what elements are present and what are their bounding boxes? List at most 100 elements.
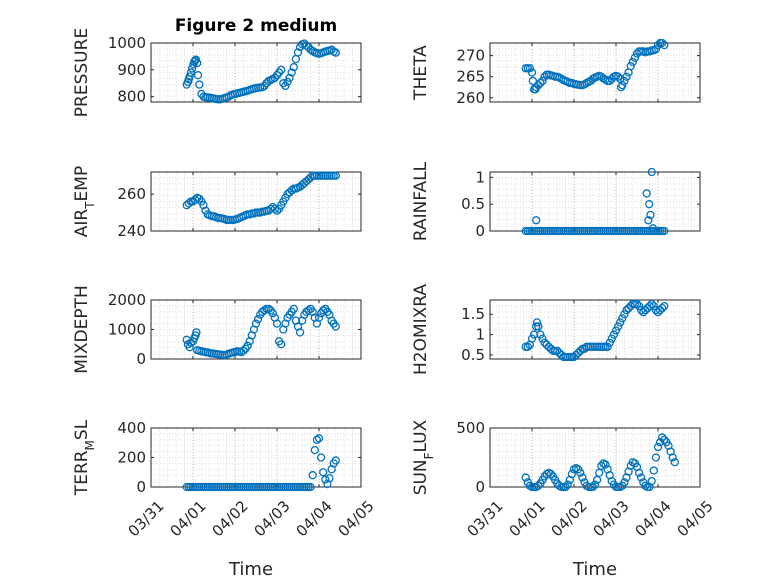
data-point — [576, 468, 585, 477]
y-axis-label: H2OMIXRA — [411, 284, 431, 375]
data-point — [295, 328, 305, 337]
y-tick-label: 0.5 — [461, 346, 485, 364]
y-tick-label: 0 — [475, 478, 485, 496]
data-point — [613, 322, 623, 331]
data-point — [287, 68, 296, 77]
data-point — [660, 435, 669, 444]
data-point — [306, 45, 315, 54]
y-axis-label-part: H2OMIXRA — [411, 284, 431, 375]
y-tick-label: 0 — [136, 350, 146, 368]
data-point — [655, 438, 665, 447]
data-point — [251, 319, 261, 328]
y-tick-label: 1000 — [108, 321, 146, 339]
data-point — [634, 468, 644, 477]
data-point — [538, 76, 547, 86]
y-axis-label-part: THETA — [411, 45, 431, 101]
subplot-2: 260 265 270 THETA — [411, 38, 701, 107]
data-point — [331, 171, 340, 180]
data-point — [620, 310, 629, 319]
data-point — [603, 342, 612, 351]
y-tick-label: 240 — [117, 222, 146, 240]
data-point — [595, 468, 604, 477]
data-point — [321, 475, 330, 484]
data-point — [253, 315, 263, 324]
y-tick-label: 800 — [117, 88, 146, 106]
data-point — [592, 475, 602, 485]
data-point — [637, 473, 646, 482]
data-point — [538, 334, 547, 343]
y-tick-label: 265 — [456, 68, 485, 86]
y-tick-label: 260 — [117, 185, 146, 203]
y-tick-label: 1 — [475, 168, 485, 186]
data-point — [308, 471, 317, 480]
data-point — [588, 482, 598, 492]
data-point — [281, 81, 290, 91]
y-tick-label: 0 — [136, 478, 146, 496]
y-tick-label: 1000 — [108, 34, 146, 52]
y-tick-label: 400 — [117, 419, 146, 437]
data-point — [618, 80, 627, 90]
data-point — [632, 299, 642, 309]
y-tick-label: 500 — [456, 419, 485, 437]
data-point — [185, 72, 194, 81]
data-point — [668, 453, 677, 462]
data-point — [270, 204, 280, 214]
data-point — [546, 469, 556, 479]
subplot-5: 0 1000 2000 MIXDEPTH — [72, 285, 362, 374]
data-point — [590, 480, 600, 489]
y-axis-label-part: RAINFALL — [411, 161, 431, 241]
data-point — [605, 338, 614, 347]
axes-box — [150, 171, 362, 232]
data-point — [561, 482, 570, 492]
y-tick-label: 0 — [475, 222, 485, 240]
data-point — [605, 76, 614, 86]
data-point — [264, 304, 273, 314]
y-axis-label-subscript: F — [422, 452, 436, 459]
y-tick-label: 1 — [475, 326, 485, 344]
axes-box — [489, 427, 701, 488]
data-point — [618, 314, 627, 323]
data-point — [289, 304, 298, 314]
y-tick-label: 2000 — [108, 291, 146, 309]
data-point — [536, 78, 545, 88]
data-point — [647, 167, 656, 177]
data-point — [184, 199, 193, 208]
data-point — [642, 189, 651, 198]
data-point — [660, 40, 669, 50]
data-point — [193, 71, 203, 80]
data-point — [310, 445, 319, 455]
data-point — [528, 76, 537, 86]
y-tick-label: 1.5 — [461, 305, 485, 323]
data-point — [331, 48, 340, 57]
data-point — [529, 330, 539, 339]
data-point — [525, 64, 535, 73]
data-point — [601, 460, 610, 469]
y-tick-label: 270 — [456, 47, 485, 65]
data-point — [304, 306, 313, 315]
y-axis-label: MIXDEPTH — [72, 285, 92, 374]
data-point — [613, 72, 623, 81]
y-axis-label-subscript: M — [83, 440, 97, 450]
y-axis-label: SUNFLUX — [411, 419, 436, 495]
axes-box — [489, 42, 701, 103]
data-point — [319, 468, 328, 477]
data-point — [243, 341, 252, 350]
data-point — [314, 313, 324, 322]
data-point — [239, 346, 248, 355]
data-point — [272, 206, 282, 215]
chart-title: Figure 2 medium — [175, 16, 337, 36]
data-point — [645, 200, 654, 209]
data-point — [306, 482, 315, 492]
y-axis-label-part: SL — [72, 419, 92, 440]
data-point — [607, 334, 616, 343]
subplot-6: 0.5 1 1.5 H2OMIXRA — [411, 284, 701, 375]
y-tick-label: 260 — [456, 89, 485, 107]
data-point — [620, 478, 629, 487]
data-point — [523, 342, 532, 351]
data-point — [563, 480, 572, 489]
subplot-4: 0 0.5 1 RAINFALL — [411, 161, 701, 241]
data-point — [634, 301, 644, 311]
data-point — [532, 318, 542, 327]
data-point — [527, 334, 537, 343]
